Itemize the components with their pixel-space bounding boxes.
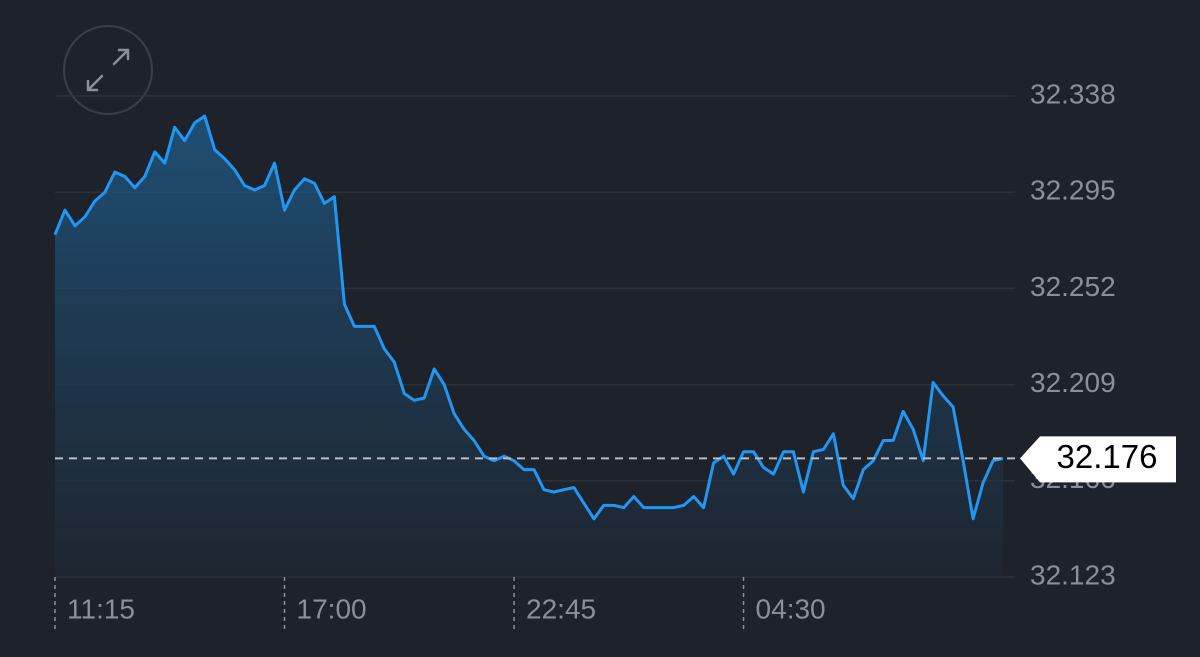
x-tick-label: 11:15 — [67, 593, 135, 624]
expand-icon — [86, 48, 130, 92]
expand-button[interactable] — [63, 25, 153, 115]
y-tick-label: 32.209 — [1030, 367, 1116, 398]
x-tick-label: 17:00 — [297, 593, 367, 624]
last-price-label: 32.176 — [1057, 438, 1158, 475]
area-fill — [55, 116, 1003, 577]
price-line — [53, 114, 1004, 521]
y-tick-label: 32.252 — [1030, 271, 1116, 302]
y-tick-label: 32.295 — [1030, 175, 1116, 206]
y-tick-label: 32.123 — [1030, 559, 1116, 590]
last-price-tag — [1020, 436, 1176, 483]
y-tick-label: 32.338 — [1030, 78, 1116, 109]
x-tick-label: 22:45 — [526, 593, 596, 624]
expand-button-ring — [63, 25, 153, 115]
x-tick-label: 04:30 — [756, 593, 826, 624]
